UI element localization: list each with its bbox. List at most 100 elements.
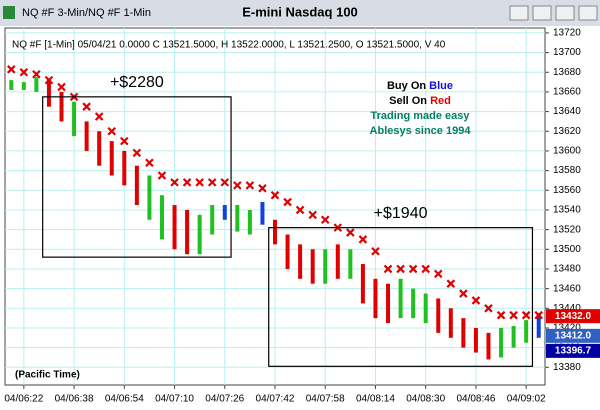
legend-text: Sell On	[389, 95, 430, 107]
y-tick-label: 13700	[553, 47, 581, 58]
price-bar	[473, 327, 478, 353]
x-tick-label: 04/09:02	[507, 394, 546, 405]
legend-line: Ablesys since 1994	[370, 125, 472, 137]
stop-marker	[157, 171, 167, 180]
price-bar	[222, 205, 227, 220]
stop-marker	[358, 235, 368, 244]
price-bar	[21, 82, 26, 90]
stop-marker	[459, 289, 468, 298]
stop-marker	[346, 228, 355, 237]
legend-text: Buy On	[387, 80, 429, 92]
maximize-button[interactable]	[532, 5, 552, 21]
price-bar	[197, 214, 202, 255]
price-bar	[448, 308, 453, 338]
price-bar	[172, 205, 177, 250]
stop-marker	[44, 75, 54, 85]
price-bar	[323, 249, 328, 284]
price-bar	[436, 298, 441, 333]
stop-marker	[283, 197, 292, 207]
stop-marker	[57, 82, 66, 92]
price-bar	[461, 318, 466, 348]
stop-marker	[170, 178, 179, 187]
price-bar	[210, 205, 215, 235]
stop-marker	[308, 210, 317, 220]
chart-title: E-mini Nasdaq 100	[242, 4, 358, 19]
price-bar	[398, 278, 403, 319]
price-flag	[546, 328, 600, 343]
price-bar	[134, 165, 139, 206]
stop-marker	[7, 65, 16, 74]
price-bar	[97, 131, 102, 166]
price-bar	[423, 293, 428, 324]
stop-marker	[233, 181, 242, 190]
stop-marker	[94, 112, 104, 121]
stop-marker	[245, 181, 255, 190]
stop-marker	[496, 310, 506, 320]
stop-marker	[509, 310, 518, 320]
stop-marker	[484, 304, 493, 313]
x-tick-label: 04/07:58	[306, 394, 345, 405]
timezone-note: (Pacific Time)	[15, 370, 80, 381]
stop-marker	[396, 264, 405, 274]
price-flag	[546, 309, 600, 324]
stop-marker	[82, 102, 91, 111]
price-flag-label: 13396.7	[555, 346, 592, 357]
y-tick-label: 13640	[553, 106, 581, 117]
price-bar	[59, 91, 64, 122]
price-bar	[411, 288, 416, 319]
stop-marker	[132, 148, 142, 158]
x-tick-label: 04/07:42	[256, 394, 295, 405]
price-bar	[9, 80, 14, 90]
x-tick-label: 04/08:30	[406, 394, 445, 405]
price-bar	[34, 77, 39, 92]
stop-marker	[521, 310, 531, 320]
price-bar	[360, 264, 365, 304]
title-bar	[0, 0, 600, 26]
legend-text: Trading made easy	[370, 110, 470, 122]
app-icon[interactable]	[3, 6, 15, 19]
price-bar	[511, 325, 516, 348]
stop-marker	[471, 296, 481, 305]
legend-highlight: Red	[430, 95, 451, 107]
legend-text: Ablesys since 1994	[370, 125, 472, 137]
restore-button[interactable]	[555, 5, 575, 21]
y-tick-label: 13460	[553, 283, 581, 294]
y-tick-label: 13660	[553, 87, 581, 98]
minimize-button[interactable]	[509, 5, 529, 21]
price-bar	[84, 121, 89, 151]
stop-marker	[19, 67, 29, 77]
stop-marker	[220, 178, 230, 187]
price-bar	[298, 244, 303, 279]
stop-marker	[408, 264, 418, 274]
stop-marker	[258, 184, 267, 193]
price-bar	[486, 332, 491, 360]
trade-profit: +$1940	[374, 205, 428, 222]
price-bar	[147, 175, 152, 220]
price-bar	[335, 244, 340, 279]
y-tick-label: 13500	[553, 244, 581, 255]
stop-marker	[107, 126, 117, 136]
y-tick-label: 13580	[553, 165, 581, 176]
trade-profit: +$2280	[110, 74, 164, 91]
y-tick-label: 13620	[553, 126, 581, 137]
stop-marker	[120, 136, 129, 146]
y-tick-label: 13600	[553, 146, 581, 157]
x-tick-label: 04/07:10	[155, 394, 194, 405]
close-button[interactable]	[578, 5, 598, 21]
stop-marker	[145, 158, 154, 168]
x-tick-label: 04/06:54	[105, 394, 144, 405]
price-bar	[109, 141, 114, 176]
trade-box	[42, 96, 232, 258]
y-tick-label: 13520	[553, 224, 581, 235]
price-bar	[247, 209, 252, 235]
stop-marker	[446, 279, 456, 288]
price-flag	[546, 343, 600, 358]
x-tick-label: 04/06:38	[55, 394, 94, 405]
stop-marker	[421, 264, 430, 274]
price-bar	[46, 80, 51, 107]
price-bar	[72, 101, 77, 137]
price-bar	[122, 150, 127, 186]
price-flag-label: 13432.0	[555, 311, 592, 322]
y-tick-label: 13680	[553, 67, 581, 78]
